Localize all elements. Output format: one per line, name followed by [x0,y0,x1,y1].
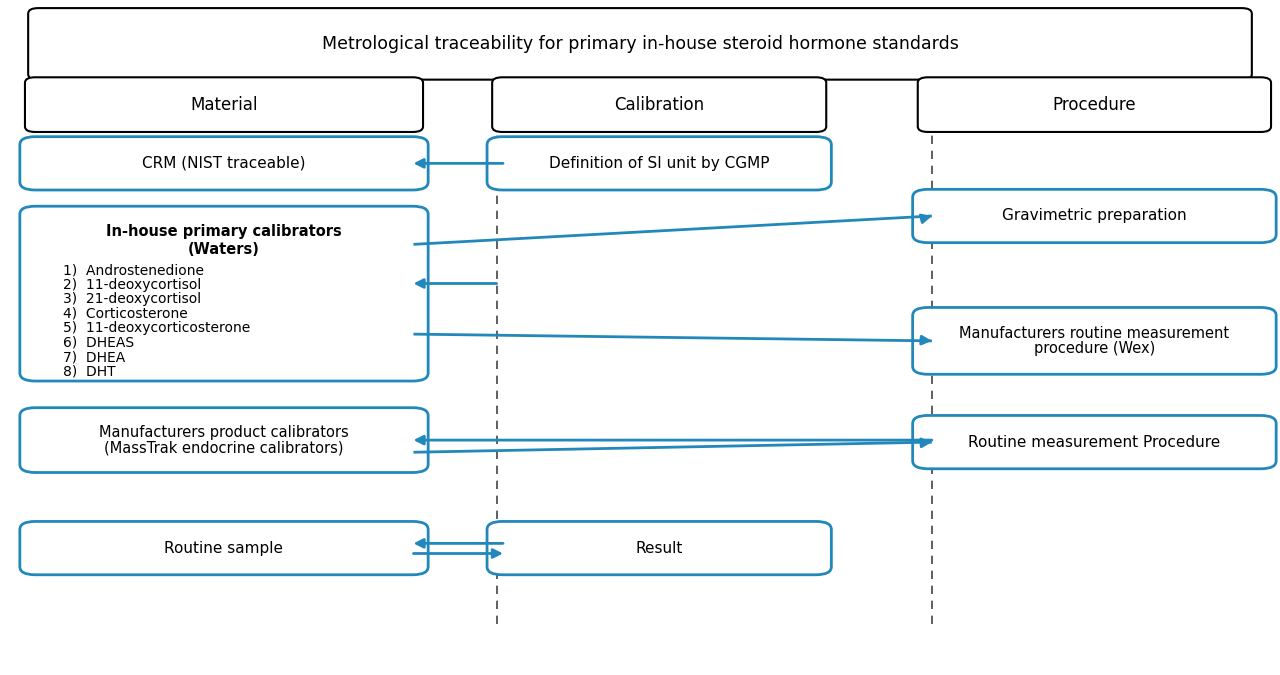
Text: procedure (Wex): procedure (Wex) [1034,341,1155,356]
FancyBboxPatch shape [28,8,1252,80]
Text: Procedure: Procedure [1052,96,1137,113]
Text: Material: Material [191,96,257,113]
Text: Manufacturers routine measurement: Manufacturers routine measurement [959,326,1230,341]
Text: CRM (NIST traceable): CRM (NIST traceable) [142,156,306,171]
FancyBboxPatch shape [488,521,832,575]
FancyBboxPatch shape [488,136,832,190]
FancyBboxPatch shape [913,189,1276,242]
Text: Result: Result [635,541,684,556]
Text: Definition of SI unit by CGMP: Definition of SI unit by CGMP [549,156,769,171]
Text: 1)  Androstenedione: 1) Androstenedione [63,263,205,277]
Text: Manufacturers product calibrators: Manufacturers product calibrators [99,425,349,440]
Text: (MassTrak endocrine calibrators): (MassTrak endocrine calibrators) [104,440,344,455]
Text: 7)  DHEA: 7) DHEA [63,350,125,364]
FancyBboxPatch shape [19,521,428,575]
FancyBboxPatch shape [19,408,428,472]
Text: (Waters): (Waters) [188,242,260,257]
Text: 3)  21-deoxycortisol: 3) 21-deoxycortisol [63,292,201,306]
FancyBboxPatch shape [19,136,428,190]
Text: In-house primary calibrators: In-house primary calibrators [106,223,342,239]
Text: Calibration: Calibration [614,96,704,113]
Text: Routine measurement Procedure: Routine measurement Procedure [968,435,1221,450]
Text: 6)  DHEAS: 6) DHEAS [63,336,134,350]
Text: 5)  11-deoxycorticosterone: 5) 11-deoxycorticosterone [63,321,251,335]
Text: Routine sample: Routine sample [165,541,283,556]
Text: Gravimetric preparation: Gravimetric preparation [1002,209,1187,223]
Text: 2)  11-deoxycortisol: 2) 11-deoxycortisol [63,278,202,292]
FancyBboxPatch shape [913,308,1276,374]
FancyBboxPatch shape [918,78,1271,132]
FancyBboxPatch shape [24,78,422,132]
Text: Metrological traceability for primary in-house steroid hormone standards: Metrological traceability for primary in… [321,35,959,53]
FancyBboxPatch shape [493,78,827,132]
Text: 8)  DHT: 8) DHT [63,365,116,379]
FancyBboxPatch shape [19,207,428,381]
FancyBboxPatch shape [913,416,1276,469]
Text: 4)  Corticosterone: 4) Corticosterone [63,307,188,321]
